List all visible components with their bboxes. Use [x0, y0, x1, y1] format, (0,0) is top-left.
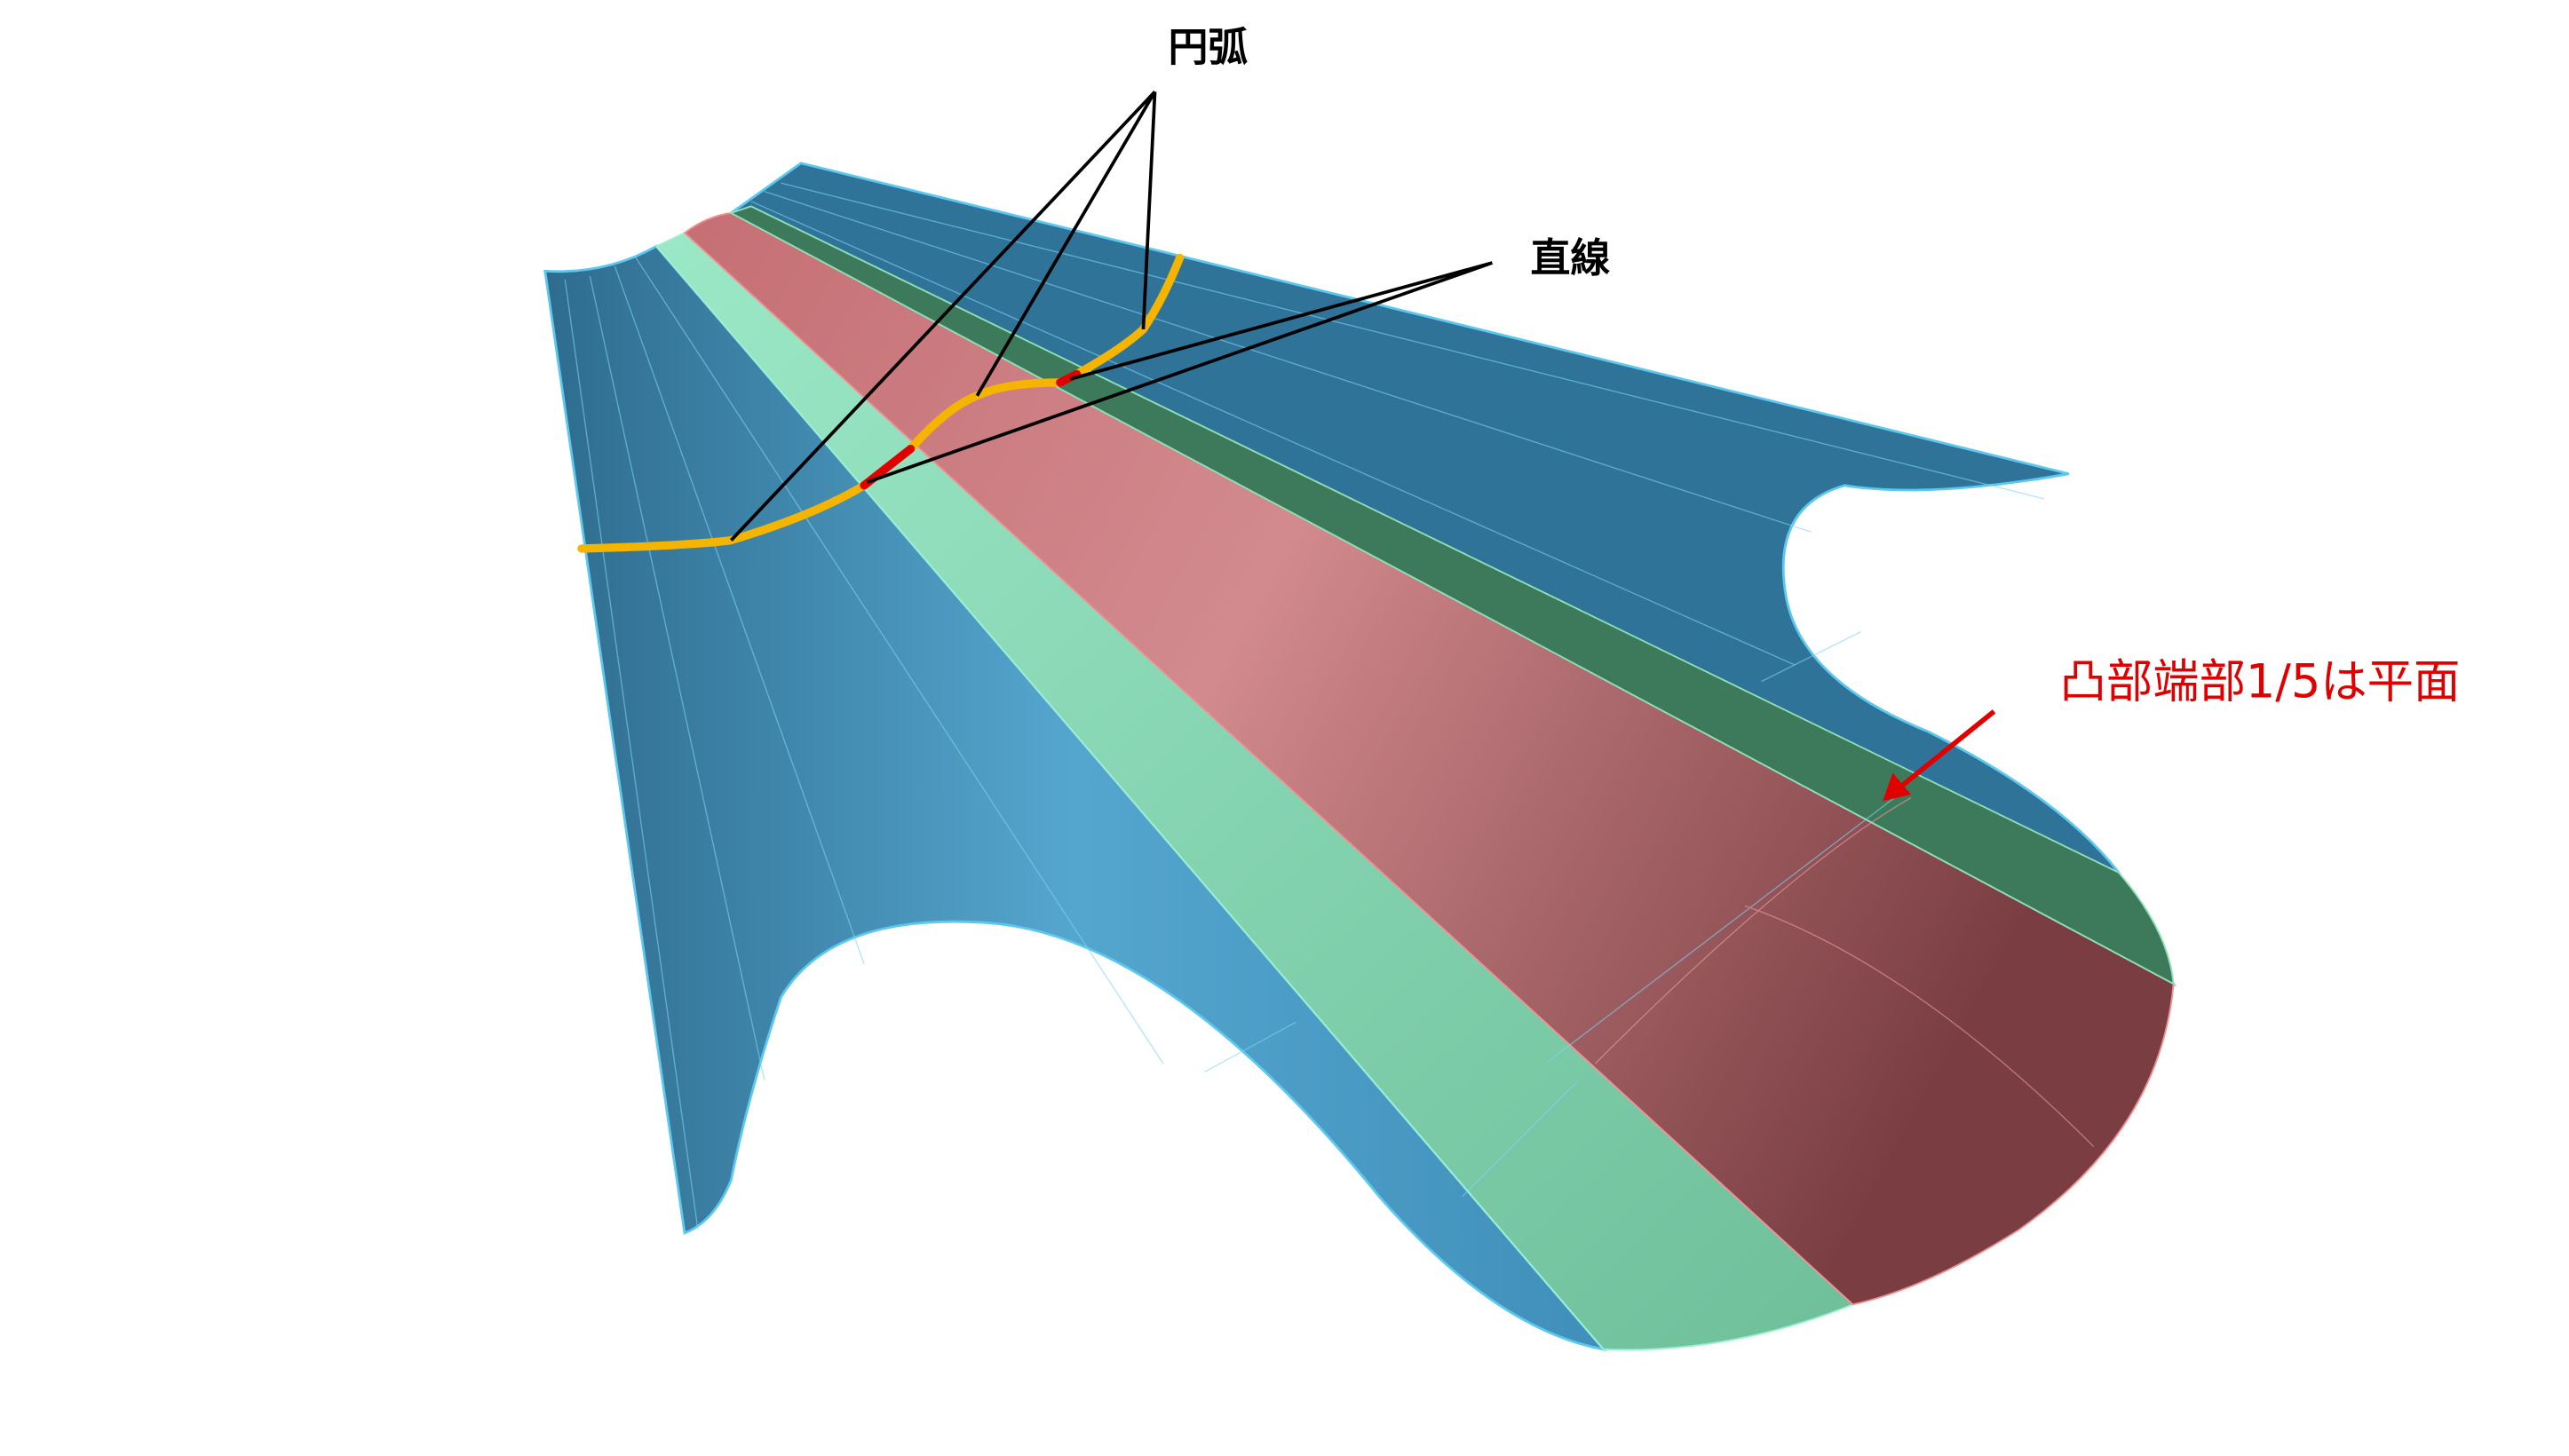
straight-label: 直線	[1530, 234, 1610, 281]
red-band	[683, 211, 2175, 1306]
note-label: 凸部端部1/5は平面	[2059, 654, 2460, 708]
arc-label: 円弧	[1169, 24, 1249, 71]
left-wing	[543, 244, 1607, 1351]
leader-lines	[730, 91, 1494, 542]
surface	[543, 162, 2177, 1351]
green-band	[654, 232, 1855, 1351]
dark-green-strip	[729, 205, 2175, 985]
mesh-lines	[564, 182, 2095, 1230]
note-arrow	[1883, 709, 1996, 802]
